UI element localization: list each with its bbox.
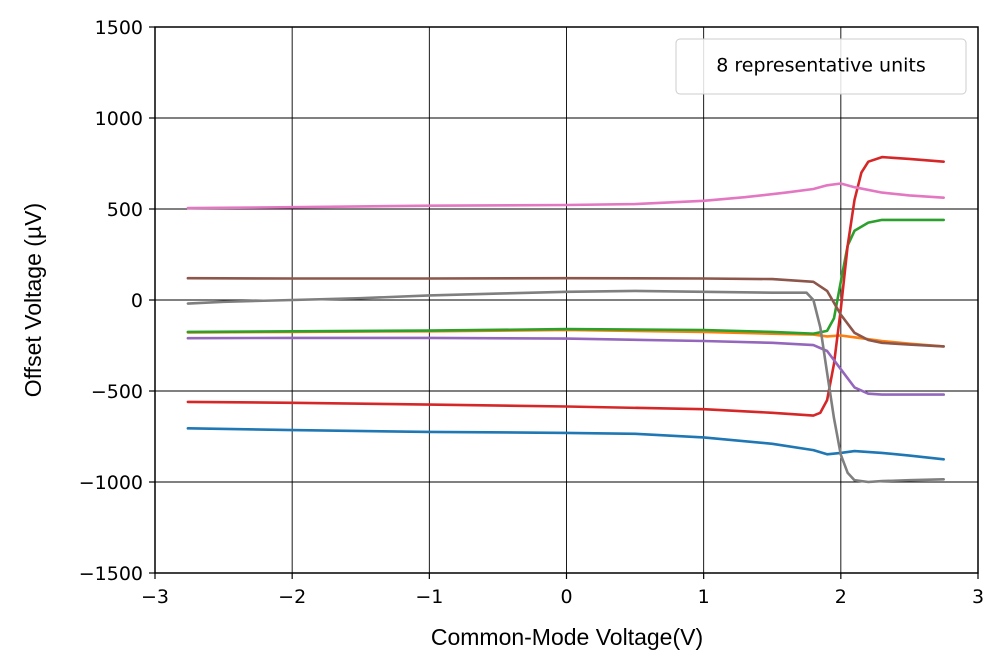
y-tick-label: 1500 [95, 17, 143, 39]
y-tick-label: −500 [91, 381, 143, 403]
series-line-unit-5 [186, 336, 946, 396]
y-tick-label: −1000 [79, 472, 143, 494]
series-group [186, 155, 946, 484]
x-tick-label: 0 [560, 586, 572, 608]
y-axis-title: Offset Voltage (µV) [20, 203, 46, 397]
series-line-unit-4 [186, 155, 946, 417]
x-tick-label: −3 [141, 586, 169, 608]
y-tick-label: −1500 [79, 563, 143, 585]
y-tick-label: 500 [107, 199, 143, 221]
x-tick-label: 2 [835, 586, 847, 608]
series-line-unit-3 [186, 218, 946, 336]
x-tick-label: 3 [972, 586, 984, 608]
legend-box [675, 38, 967, 95]
x-tick-label: −1 [415, 586, 443, 608]
legend-label: 8 representative units [716, 55, 926, 77]
ticks [149, 26, 979, 579]
y-tick-label: 0 [131, 290, 143, 312]
series-line-unit-8 [186, 289, 946, 484]
x-axis-title: Common-Mode Voltage(V) [431, 624, 703, 650]
series-line-unit-7 [186, 182, 946, 210]
y-tick-label: 1000 [95, 108, 143, 130]
x-tick-label: 1 [698, 586, 710, 608]
tick-labels: −3 −2 −1 0 1 2 3 −1500 −1000 −500 0 500 1000 1500 [79, 17, 984, 608]
series-line-unit-1 [186, 426, 946, 461]
series-line-unit-6 [186, 276, 946, 348]
legend: 8 representative units [675, 38, 967, 95]
x-tick-label: −2 [278, 586, 306, 608]
